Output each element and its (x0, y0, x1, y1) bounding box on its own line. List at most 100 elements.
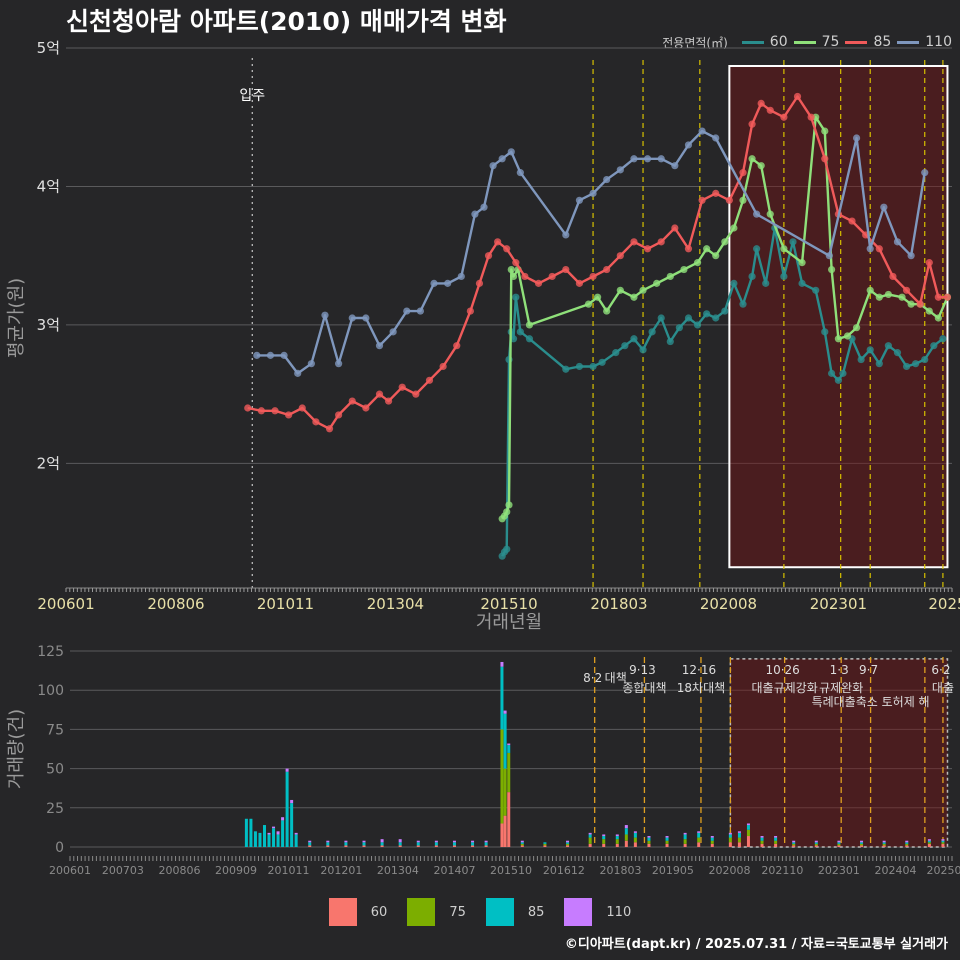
volume-bar-85 (710, 837, 714, 841)
data-point-60 (648, 328, 656, 336)
volume-bar-85 (814, 842, 818, 844)
data-point-75 (653, 279, 661, 287)
data-point-85 (375, 390, 384, 398)
bar-legend-item-110: 110 (564, 898, 631, 926)
volume-bar-60 (760, 843, 764, 847)
data-point-110 (389, 328, 397, 336)
data-point-110 (643, 155, 652, 163)
volume-bar-110 (633, 831, 637, 833)
data-point-60 (902, 362, 911, 371)
volume-bar-60 (398, 845, 402, 847)
policy-label-date: 12·16 (682, 663, 716, 677)
volume-bar-110 (647, 836, 651, 838)
volume-bar-110 (941, 839, 945, 841)
data-point-85 (271, 407, 279, 415)
y-tick-label: 3억 (37, 316, 60, 334)
volume-bar-110 (326, 840, 330, 843)
volume-bar-110 (697, 831, 701, 833)
data-point-85 (534, 279, 543, 287)
data-point-110 (498, 155, 506, 163)
data-point-85 (875, 245, 883, 253)
data-point-85 (384, 397, 393, 405)
policy-label-date: 9·7 (859, 663, 878, 677)
data-point-60 (930, 342, 938, 350)
data-point-75 (780, 245, 788, 253)
policy-label-date: 10·26 (765, 663, 799, 677)
data-point-85 (362, 404, 370, 412)
data-point-60 (589, 362, 597, 371)
volume-bar-75 (615, 839, 619, 844)
bar-highlight-region (729, 658, 949, 848)
volume-bar-85 (860, 842, 864, 844)
volume-bar-85 (344, 842, 348, 846)
volume-bar-60 (362, 845, 366, 847)
data-point-110 (575, 196, 584, 204)
x-tick-label: 201803 (590, 595, 647, 613)
bar-legend-item-60: 60 (328, 898, 387, 926)
bar-y-tick-label: 75 (46, 722, 64, 738)
volume-bar-110 (792, 840, 796, 843)
volume-bar-110 (294, 832, 298, 835)
volume-bar-110 (728, 832, 732, 835)
volume-bar-85 (434, 842, 438, 846)
data-point-85 (575, 279, 584, 287)
volume-bar-85 (362, 842, 366, 846)
volume-bar-110 (503, 710, 507, 714)
data-point-110 (321, 311, 329, 319)
data-point-85 (562, 265, 570, 274)
data-point-75 (852, 324, 861, 332)
legend-item-110: 110 (897, 34, 952, 50)
volume-bar-85 (905, 842, 909, 844)
data-point-110 (375, 342, 384, 350)
data-point-85 (657, 238, 665, 246)
data-point-110 (712, 134, 720, 142)
data-point-85 (934, 293, 942, 301)
data-point-110 (603, 175, 611, 184)
volume-bar-110 (452, 840, 456, 843)
volume-bar-85 (615, 836, 619, 840)
data-point-60 (921, 355, 929, 364)
data-point-75 (739, 196, 747, 204)
volume-bar-110 (276, 831, 280, 835)
volume-bar-110 (927, 839, 931, 841)
data-point-75 (907, 300, 915, 308)
volume-bar-60 (308, 845, 312, 847)
volume-bar-110 (520, 840, 524, 843)
legend-line-85 (845, 40, 868, 44)
volume-bar-110 (434, 840, 438, 843)
volume-bar-60 (683, 843, 687, 847)
data-point-60 (780, 272, 788, 281)
x-tick-label: 202301 (810, 595, 867, 613)
policy-label-text: 특례대출축소 토허제 해 (812, 695, 930, 709)
volume-bar-60 (814, 845, 818, 847)
volume-bar-110 (624, 825, 628, 829)
data-point-75 (884, 290, 892, 299)
data-point-75 (703, 245, 711, 253)
data-point-85 (643, 245, 652, 253)
data-point-85 (916, 300, 924, 308)
volume-bar-110 (281, 817, 285, 821)
data-point-75 (693, 259, 702, 267)
data-point-75 (843, 332, 852, 340)
legend-top: 전용면적(㎡) 60 75 85 110 (662, 32, 952, 52)
volume-bar-110 (882, 840, 886, 843)
volume-bar-60 (602, 843, 606, 847)
data-point-60 (612, 349, 620, 357)
data-point-60 (798, 279, 806, 287)
data-point-85 (521, 272, 529, 281)
volume-bar-60 (665, 843, 669, 847)
volume-bar-60 (507, 792, 511, 847)
volume-bar-85 (792, 842, 796, 844)
data-point-85 (757, 99, 765, 107)
data-point-110 (307, 360, 315, 368)
volume-bar-110 (471, 840, 475, 843)
bar-x-tick-label: 201201 (320, 864, 362, 877)
data-point-60 (789, 238, 797, 246)
volume-bar-60 (905, 845, 909, 847)
volume-bar-85 (244, 818, 248, 847)
volume-bar-85 (308, 842, 312, 846)
data-point-75 (525, 321, 534, 329)
data-point-75 (748, 155, 756, 163)
bar-legend-label-75: 75 (449, 904, 466, 920)
chart-title: 신천청아람 아파트(2010) 매매가격 변화 (66, 7, 507, 36)
